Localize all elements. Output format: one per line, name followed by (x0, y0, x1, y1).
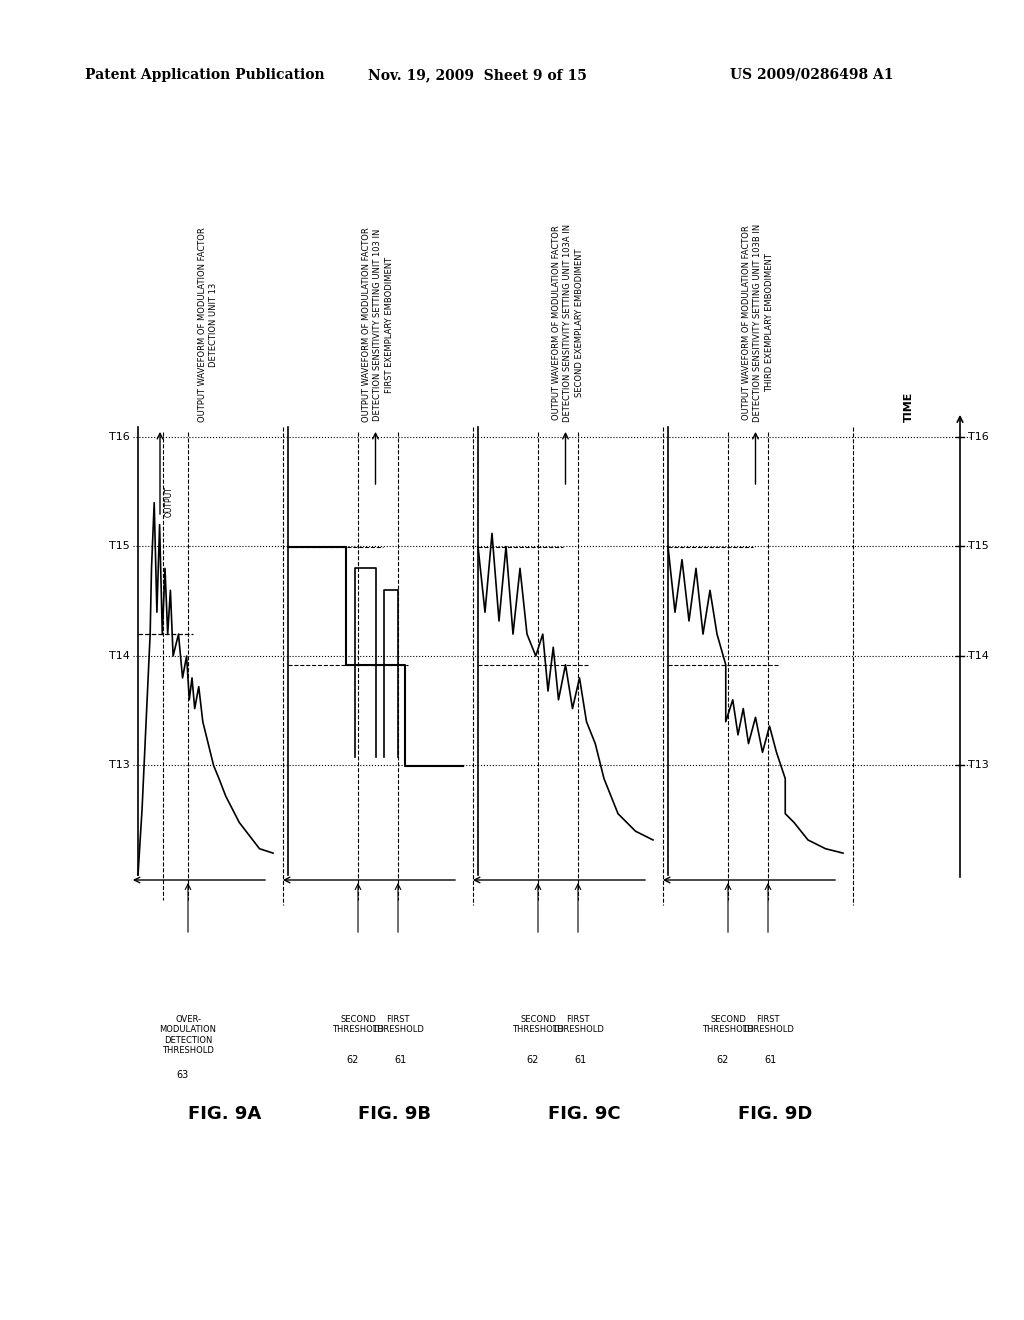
Text: FIG. 9C: FIG. 9C (548, 1105, 621, 1123)
Text: OUTPUT WAVEFORM OF MODULATION FACTOR
DETECTION SENSITIVITY SETTING UNIT 103A IN
: OUTPUT WAVEFORM OF MODULATION FACTOR DET… (552, 224, 584, 422)
Text: OUTPUT WAVEFORM OF MODULATION FACTOR
DETECTION SENSITIVITY SETTING UNIT 103B IN
: OUTPUT WAVEFORM OF MODULATION FACTOR DET… (742, 224, 773, 422)
Text: T15: T15 (110, 541, 130, 550)
Text: 61: 61 (574, 1055, 587, 1065)
Text: FIRST
THRESHOLD: FIRST THRESHOLD (552, 1015, 604, 1035)
Text: 62: 62 (716, 1055, 728, 1065)
Text: OUTPUT WAVEFORM OF MODULATION FACTOR
DETECTION SENSITIVITY SETTING UNIT 103 IN
F: OUTPUT WAVEFORM OF MODULATION FACTOR DET… (362, 227, 393, 422)
Text: FIRST
THRESHOLD: FIRST THRESHOLD (742, 1015, 794, 1035)
Text: T13: T13 (968, 760, 989, 770)
Text: SECOND
THRESHOLD: SECOND THRESHOLD (332, 1015, 384, 1035)
Text: TIME: TIME (904, 392, 914, 422)
Text: 62: 62 (346, 1055, 358, 1065)
Text: US 2009/0286498 A1: US 2009/0286498 A1 (730, 69, 894, 82)
Text: SECOND
THRESHOLD: SECOND THRESHOLD (702, 1015, 754, 1035)
Text: Nov. 19, 2009  Sheet 9 of 15: Nov. 19, 2009 Sheet 9 of 15 (368, 69, 587, 82)
Text: 63: 63 (176, 1071, 188, 1080)
Text: T15: T15 (968, 541, 989, 550)
Text: 61: 61 (394, 1055, 407, 1065)
Text: 61: 61 (764, 1055, 776, 1065)
Text: OUTPUT WAVEFORM OF MODULATION FACTOR
DETECTION UNIT 13: OUTPUT WAVEFORM OF MODULATION FACTOR DET… (198, 227, 218, 422)
Text: T14: T14 (968, 651, 989, 661)
Text: OVER-
MODULATION
DETECTION
THRESHOLD: OVER- MODULATION DETECTION THRESHOLD (160, 1015, 216, 1055)
Text: SECOND
THRESHOLD: SECOND THRESHOLD (512, 1015, 564, 1035)
Text: 62: 62 (526, 1055, 539, 1065)
Text: T16: T16 (968, 432, 989, 442)
Text: Patent Application Publication: Patent Application Publication (85, 69, 325, 82)
Text: T14: T14 (110, 651, 130, 661)
Text: FIG. 9A: FIG. 9A (188, 1105, 261, 1123)
Text: FIRST
THRESHOLD: FIRST THRESHOLD (372, 1015, 424, 1035)
Text: T16: T16 (110, 432, 130, 442)
Text: FIG. 9D: FIG. 9D (738, 1105, 812, 1123)
Text: T13: T13 (110, 760, 130, 770)
Text: FIG. 9B: FIG. 9B (358, 1105, 431, 1123)
Text: OUTPUT: OUTPUT (165, 487, 174, 517)
